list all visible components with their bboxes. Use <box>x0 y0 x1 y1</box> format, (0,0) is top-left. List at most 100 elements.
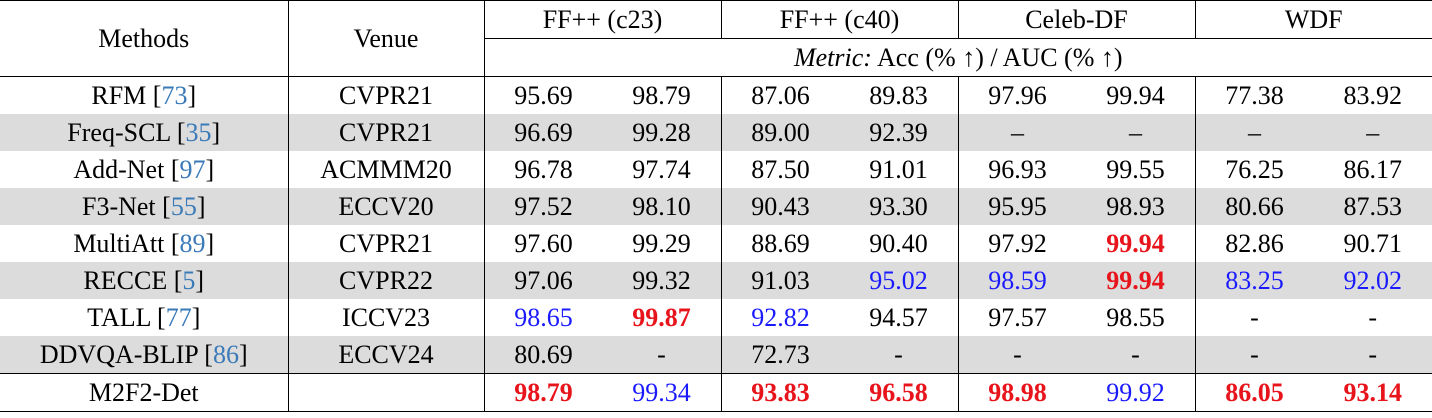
value-cell: 86.17 <box>1343 154 1403 184</box>
citation-number: 77 <box>165 302 192 332</box>
value-cell: 90.40 <box>869 228 928 258</box>
value-cell: 95.95 <box>957 188 1077 225</box>
value-cell: 89.83 <box>869 80 928 110</box>
metric-text: Acc (% ↑) / AUC (% ↑) <box>877 42 1123 72</box>
value-cell: 76.25 <box>1194 151 1314 188</box>
value-cell: - <box>1194 336 1314 374</box>
citation: 86 <box>198 340 248 369</box>
value-cell: 90.71 <box>1343 228 1403 258</box>
value-cell: 93.83 <box>720 373 840 412</box>
method-cell: DDVQA-BLIP 86 <box>0 336 288 374</box>
method-cell: Freq-SCL 35 <box>0 114 288 151</box>
header-cell: Methods <box>0 0 288 77</box>
method-cell: F3-Net 55 <box>0 188 288 225</box>
venue-cell <box>287 373 484 412</box>
value-cell: 72.73 <box>720 336 840 374</box>
value-cell: 87.53 <box>1313 188 1432 225</box>
venue-cell: CVPR21 <box>287 225 484 262</box>
value-cell: – <box>1194 114 1314 151</box>
citation-number: 86 <box>212 339 239 369</box>
value-cell: 98.10 <box>602 188 721 225</box>
value-cell: 99.94 <box>1076 262 1195 299</box>
citation-number: 35 <box>185 117 212 147</box>
header-cell: Venue <box>287 0 484 77</box>
value-cell: - <box>1313 336 1432 374</box>
value-cell: 96.69 <box>483 114 603 151</box>
value-cell: 99.28 <box>602 114 721 151</box>
value-cell: – <box>957 114 1077 151</box>
method-name: RECCE <box>83 265 168 295</box>
value-cell: - <box>839 336 958 374</box>
value-cell: 91.01 <box>869 154 928 184</box>
value-cell: 96.58 <box>839 373 958 412</box>
value-cell: 99.55 <box>1106 154 1165 184</box>
method-cell: TALL 77 <box>0 299 288 336</box>
method-cell: RECCE 5 <box>0 262 288 299</box>
value-cell: 90.43 <box>720 188 840 225</box>
citation: 55 <box>156 192 206 221</box>
method-name: F3-Net <box>81 191 156 221</box>
value-cell: 87.50 <box>720 151 840 188</box>
citation: 5 <box>167 266 204 295</box>
value-cell: 80.66 <box>1194 188 1314 225</box>
value-cell: 83.92 <box>1343 80 1403 110</box>
value-cell: - <box>1194 299 1314 336</box>
value-cell: 95.69 <box>483 76 603 114</box>
value-cell: - <box>602 336 721 374</box>
value-cell: 87.06 <box>720 76 840 114</box>
value-cell: 96.78 <box>483 151 603 188</box>
table-row: DDVQA-BLIP86ECCV2480.69-72.73----- <box>0 336 1432 374</box>
table-row: RECCE 5 CVPR2297.0699.3291.0395.0298.5999.… <box>0 262 1432 299</box>
value-cell: 97.52 <box>483 188 603 225</box>
value-cell: 97.96 <box>957 76 1077 114</box>
value-cell: 92.39 <box>839 114 958 151</box>
value-cell: 99.34 <box>602 373 721 412</box>
method-name: Add-Net <box>73 154 165 184</box>
value-cell: 77.38 <box>1194 76 1314 114</box>
method-cell: M2F2-Det <box>0 373 288 412</box>
value-cell: 92.82 <box>720 299 840 336</box>
header-cell: WDF <box>1194 0 1432 39</box>
value-cell: 88.69 <box>720 225 840 262</box>
value-cell: 98.65 <box>483 299 603 336</box>
value-cell: 97.92 <box>957 225 1077 262</box>
header-cell: FF++ (c40) <box>720 0 958 39</box>
value-cell: - <box>1076 336 1195 374</box>
value-cell: 99.94 <box>1106 80 1165 110</box>
value-cell: 86.05 <box>1194 373 1314 412</box>
value-cell: 98.59 <box>957 262 1077 299</box>
method-cell: Add-Net 97 <box>0 151 288 188</box>
value-cell: 83.25 <box>1194 262 1314 299</box>
header-cell: FF++ (c23) <box>483 0 721 39</box>
value-cell: 96.93 <box>957 151 1077 188</box>
venue-cell: ACMMM20 <box>287 151 484 188</box>
value-cell: 97.06 <box>483 262 603 299</box>
value-cell: 80.69 <box>483 336 603 374</box>
citation-number: 97 <box>179 154 206 184</box>
citation: 73 <box>146 81 196 110</box>
metric-label: Metric: <box>793 42 872 72</box>
method-name: Freq-SCL <box>67 117 171 147</box>
venue-cell: CVPR22 <box>287 262 484 299</box>
method-name: M2F2-Det <box>88 377 199 407</box>
venue-cell: CVPR21 <box>287 76 484 114</box>
method-name: RFM <box>91 80 147 110</box>
value-cell: – <box>1076 114 1195 151</box>
citation: 97 <box>164 155 214 184</box>
table-row: F3-Net 55 ECCV2097.5298.1090.4393.3095.959… <box>0 188 1432 225</box>
value-cell: 98.55 <box>1106 302 1165 332</box>
method-name: DDVQA-BLIP <box>39 339 198 369</box>
citation-number: 73 <box>161 80 188 110</box>
value-cell: 98.79 <box>632 80 691 110</box>
value-cell: 89.00 <box>720 114 840 151</box>
value-cell: 98.93 <box>1076 188 1195 225</box>
value-cell: 99.87 <box>632 302 691 332</box>
value-cell: 99.92 <box>1076 373 1195 412</box>
